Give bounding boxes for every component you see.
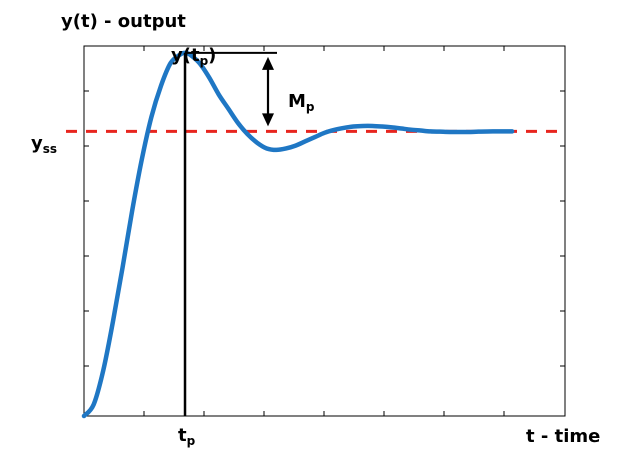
peak-time-label: tp xyxy=(178,425,196,448)
overshoot-label: Mp xyxy=(288,91,315,114)
overshoot-arrow-head-down xyxy=(262,113,274,127)
series-line xyxy=(81,50,515,419)
x-axis-label: t - time xyxy=(526,426,600,447)
steady-state-label: yss xyxy=(31,133,57,156)
axis-ticks xyxy=(84,46,565,416)
y-axis-label: y(t) - output xyxy=(61,11,186,32)
overshoot-arrow-head-up xyxy=(262,56,274,70)
peak-label: y(tp) xyxy=(171,45,216,68)
